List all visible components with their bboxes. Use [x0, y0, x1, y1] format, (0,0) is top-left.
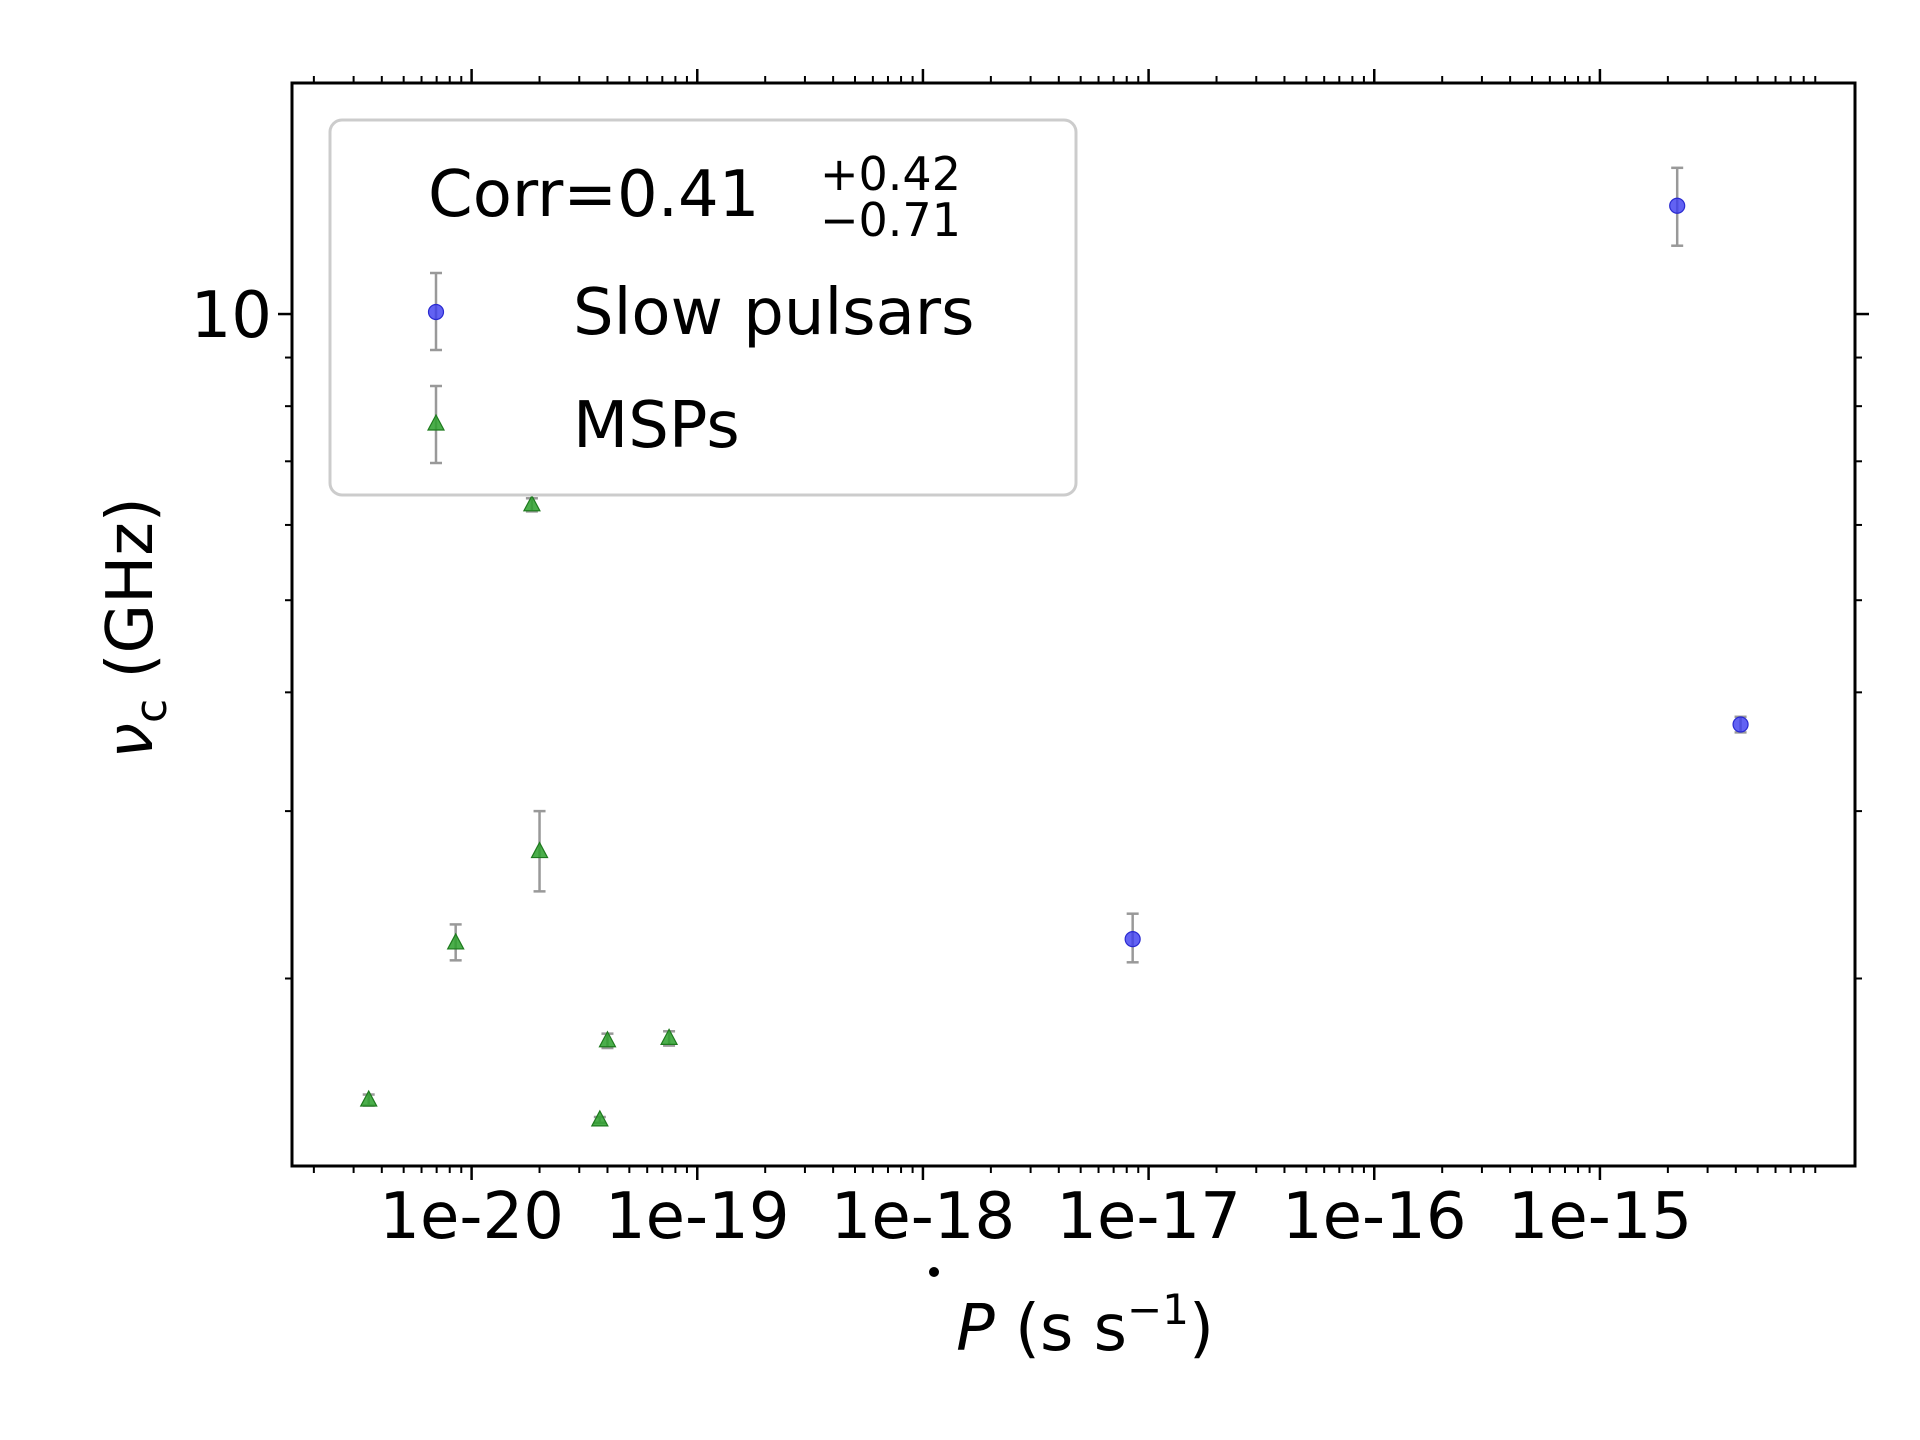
y-axis-label-units: (GHz)	[94, 497, 168, 699]
y-axis-label-subscript: c	[126, 699, 177, 723]
point-slow-pulsars	[1124, 931, 1141, 948]
svg-text:νc (GHz): νc (GHz)	[94, 497, 177, 759]
point-msps	[530, 841, 549, 859]
legend-title-sup: +0.42	[820, 147, 961, 201]
point-slow-pulsars	[1732, 716, 1749, 733]
x-tick-label: 1e-19	[605, 1180, 790, 1254]
y-tick-labels: 10	[191, 279, 272, 353]
point-msps	[590, 1109, 609, 1127]
x-tick-label: 1e-18	[831, 1180, 1016, 1254]
x-tick-label: 1e-16	[1282, 1180, 1467, 1254]
x-axis-label-close: )	[1189, 1292, 1214, 1366]
legend-marker-circle	[427, 303, 445, 321]
x-tick-label: 1e-17	[1056, 1180, 1241, 1254]
x-tick-labels: 1e-20 1e-19 1e-18 1e-17 1e-16 1e-15	[379, 1180, 1692, 1254]
x-axis-label-symbol: P	[956, 1292, 995, 1366]
x-axis-label-exponent: −1	[1127, 1285, 1189, 1334]
x-tick-label: 1e-20	[379, 1180, 564, 1254]
y-axis-label: νc (GHz)	[94, 497, 177, 759]
legend-label-msps: MSPs	[573, 389, 740, 463]
legend-entry-msps: MSPs	[427, 384, 740, 465]
major-ticks	[278, 69, 1869, 1180]
x-axis-label-dot	[929, 1267, 939, 1277]
point-msps	[660, 1028, 679, 1045]
point-msps	[598, 1030, 617, 1048]
x-axis-label-units: (s s	[995, 1292, 1127, 1366]
point-slow-pulsars	[1669, 197, 1686, 214]
legend-title: Corr=0.41	[428, 158, 759, 232]
legend: Corr=0.41 +0.42 −0.71 Slow pulsars MSPs	[328, 118, 1078, 497]
legend-title-sub: −0.71	[820, 193, 961, 247]
legend-box	[328, 118, 1078, 497]
y-axis-label-symbol: ν	[94, 723, 168, 759]
y-tick-label: 10	[191, 279, 272, 353]
data-points	[359, 197, 1749, 1127]
legend-marker-triangle	[427, 413, 445, 431]
svg-text:P (s s−1): P (s s−1)	[956, 1285, 1214, 1366]
x-tick-label: 1e-15	[1508, 1180, 1693, 1254]
point-msps	[522, 494, 541, 512]
legend-entry-slow-pulsars: Slow pulsars	[427, 271, 974, 352]
legend-label-slow-pulsars: Slow pulsars	[573, 276, 974, 350]
plot-area-frame	[290, 81, 1857, 1168]
point-msps	[359, 1089, 378, 1107]
point-msps	[446, 932, 465, 950]
x-axis-label: P (s s−1)	[929, 1267, 1214, 1366]
